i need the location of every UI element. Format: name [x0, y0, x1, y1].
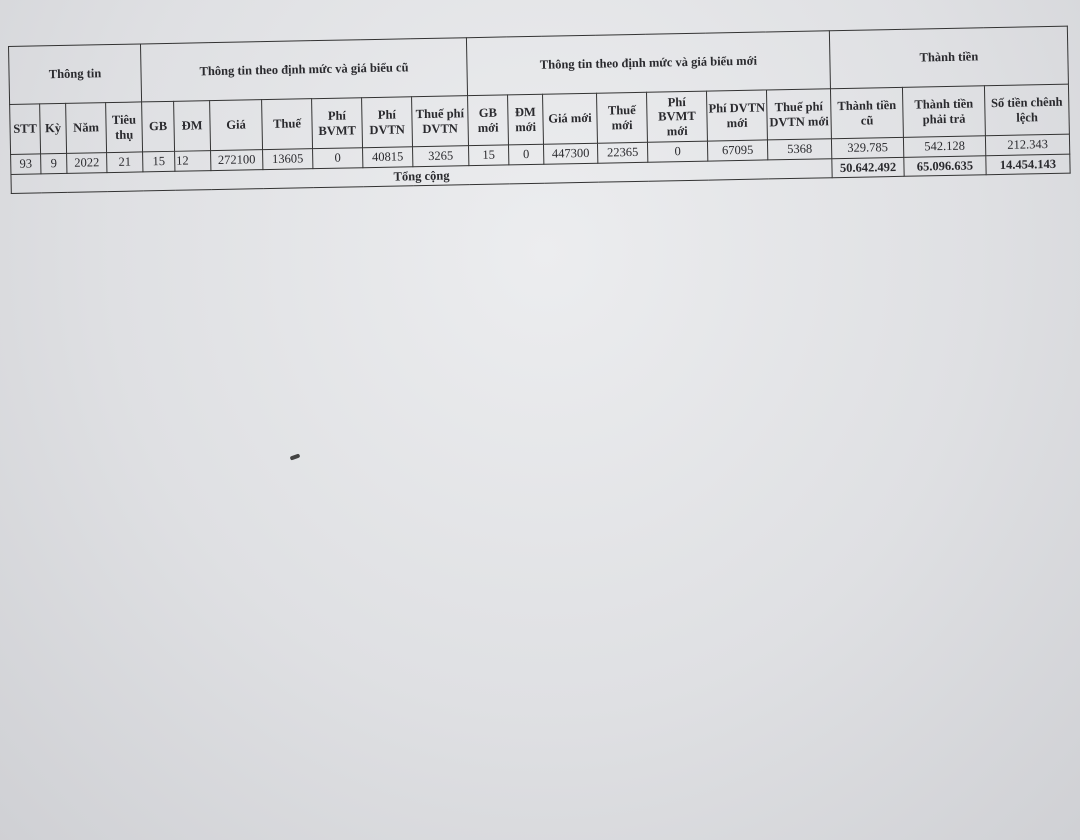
table-cell: 5368 [767, 138, 832, 160]
column-header: Số tiền chênh lệch [984, 84, 1070, 136]
column-header: Phí BVMT [311, 97, 363, 149]
column-header: GB [141, 101, 175, 152]
column-header: Phí DVTN mới [706, 89, 768, 142]
column-header: Phí BVMT mới [646, 91, 708, 143]
table-cell: 93 [10, 153, 41, 175]
total-difference: 14.454.143 [985, 154, 1071, 175]
column-header: Giá mới [542, 93, 598, 145]
column-header: Thành tiền cũ [830, 87, 904, 139]
column-header: Thuế [261, 98, 313, 150]
column-header: STT [9, 103, 41, 155]
table-cell: 22365 [597, 142, 648, 164]
column-header: Thuế phí DVTN [411, 95, 469, 147]
table-cell: 2022 [66, 152, 107, 174]
table-cell: 3265 [412, 145, 469, 167]
table-cell: 0 [647, 141, 708, 163]
table-cell: 9 [40, 153, 67, 174]
column-header: Thuế phí DVTN mới [766, 88, 832, 140]
table-cell: 15 [468, 144, 509, 166]
column-header: Thuế mới [596, 92, 648, 144]
group-header-info: Thông tin [8, 43, 142, 105]
table-cell: 67095 [707, 139, 768, 162]
table-cell: 13605 [262, 148, 313, 170]
column-header: GB mới [467, 94, 509, 146]
column-header: Thành tiền phải trả [902, 85, 986, 138]
column-header: ĐM [173, 100, 211, 152]
column-header: Phí DVTN [361, 96, 413, 148]
column-header: Giá [209, 99, 263, 151]
total-payable-amount: 65.096.635 [903, 155, 987, 177]
table-cell: 272100 [210, 149, 263, 171]
table-cell: 329.785 [831, 137, 904, 159]
table-cell: 212.343 [985, 134, 1070, 156]
total-old-amount: 50.642.492 [831, 157, 905, 178]
table-cell: 447300 [543, 143, 598, 165]
column-header: Năm [65, 102, 107, 154]
billing-table: Thông tin Thông tin theo định mức và giá… [8, 26, 1071, 194]
table-cell: 0 [508, 144, 544, 165]
group-header-old-tariff: Thông tin theo định mức và giá biểu cũ [140, 37, 468, 102]
table-cell: 0 [312, 147, 363, 169]
table-cell: 21 [106, 151, 143, 173]
table-cell: 40815 [362, 146, 413, 168]
document-table-wrapper: Thông tin Thông tin theo định mức và giá… [8, 26, 1071, 194]
group-header-amount: Thành tiền [829, 26, 1069, 89]
column-header: Tiêu thụ [105, 101, 143, 153]
column-header: ĐM mới [507, 94, 544, 145]
group-header-new-tariff: Thông tin theo định mức và giá biểu mới [466, 30, 831, 96]
column-header: Kỳ [39, 103, 67, 154]
table-cell: 12 [174, 150, 211, 172]
table-cell: 15 [142, 151, 175, 172]
table-cell: 542.128 [903, 135, 986, 158]
